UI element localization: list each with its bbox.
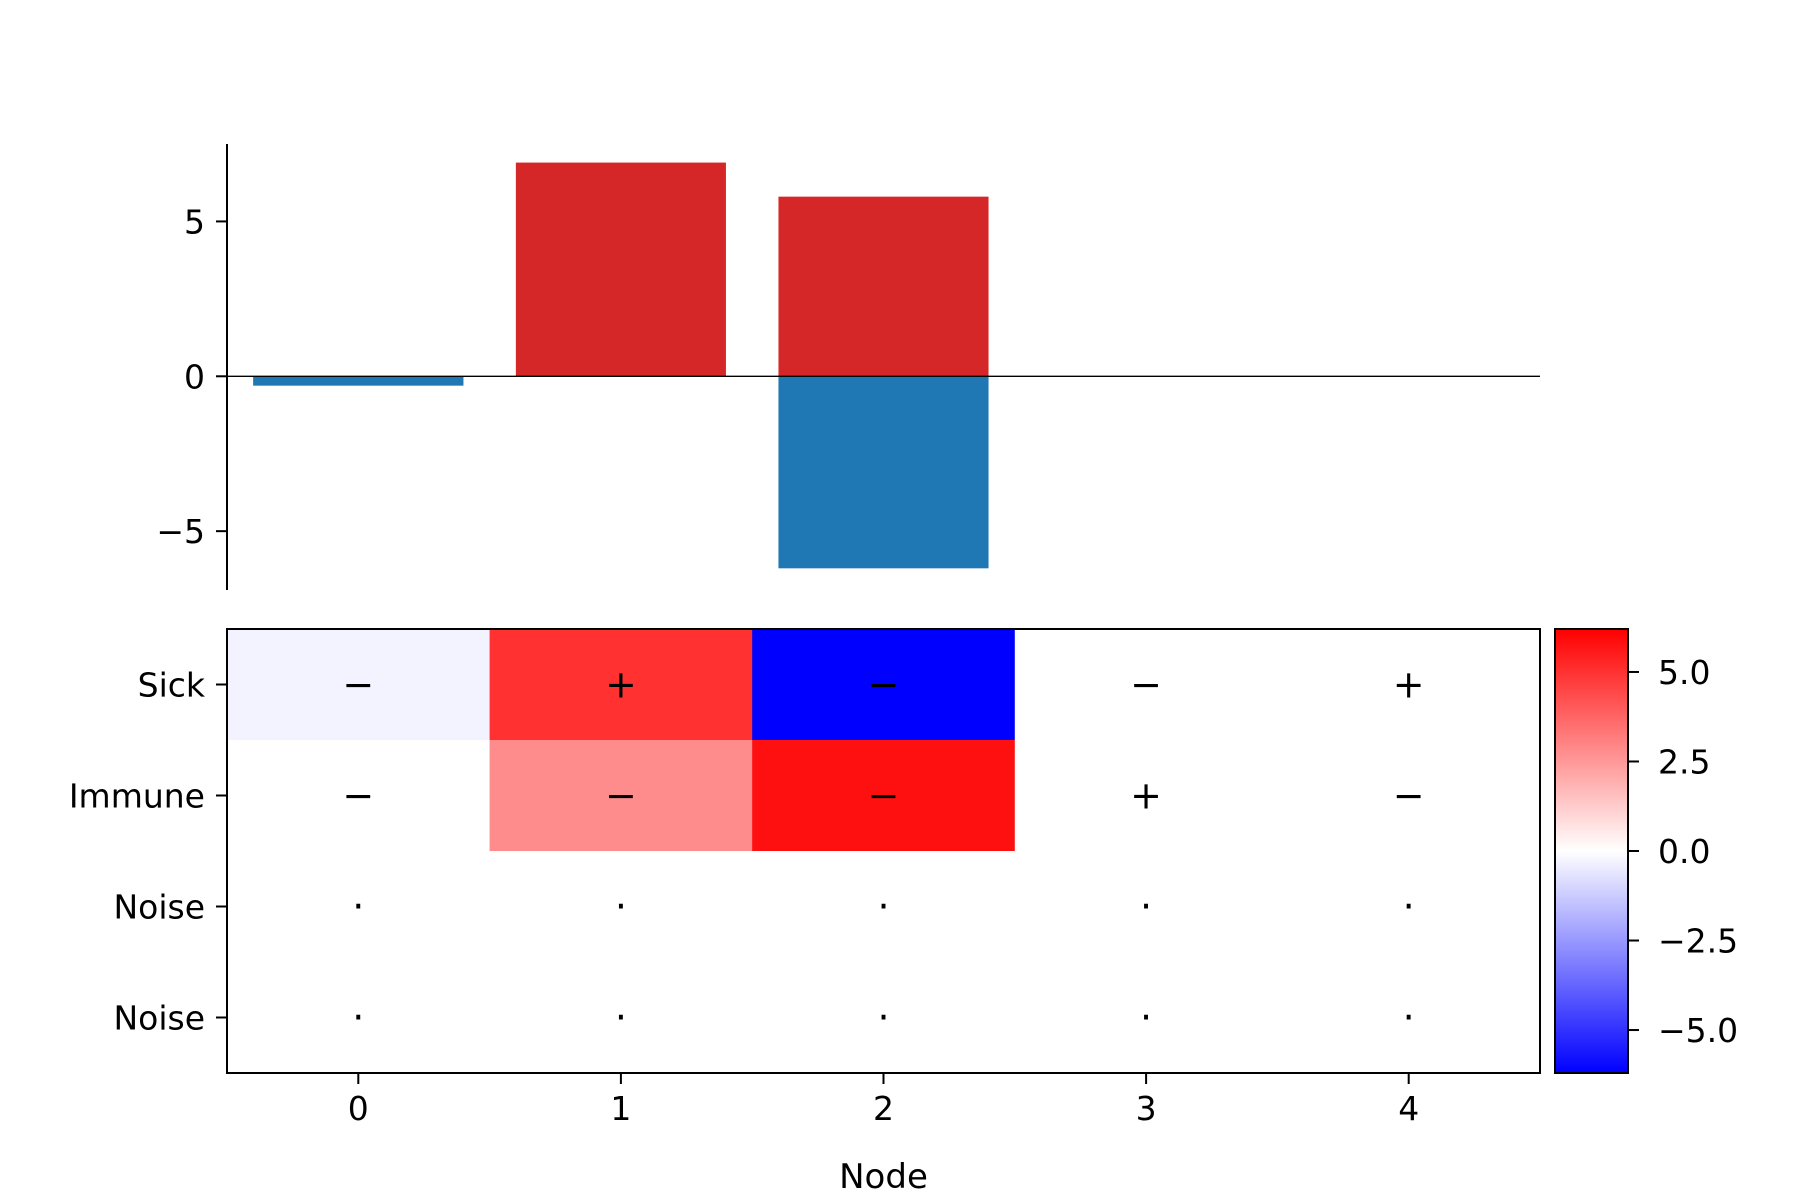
heatmap-sign-label: · (1403, 996, 1415, 1040)
bar-1-2 (778, 376, 989, 569)
heatmap-cell (1277, 851, 1541, 963)
heatmap-cell (227, 629, 491, 741)
heatmap-sign-label: + (605, 663, 637, 707)
heatmap-cell (1277, 740, 1541, 852)
heatmap-cell (1277, 962, 1541, 1074)
heatmap-cell (752, 629, 1016, 741)
bar-y-ticks: 5 0 −5 (156, 202, 227, 551)
heatmap-cell (227, 740, 491, 852)
heatmap-sign-label: · (877, 996, 889, 1040)
heatmap-sign-label: · (352, 885, 364, 929)
bar-0-1 (515, 162, 726, 377)
heatmap-cell (489, 740, 753, 852)
colorbar-tick-label: −5.0 (1658, 1011, 1738, 1050)
bar-0-2 (778, 196, 989, 377)
heatmap-column-label: 2 (873, 1089, 894, 1128)
heatmap-sign-label: − (342, 774, 374, 818)
heatmap-sign-label: − (868, 663, 900, 707)
heatmap-row-labels: Sick Immune Noise Noise (69, 666, 227, 1038)
heatmap-column-labels: 0 1 2 3 4 (348, 1073, 1419, 1128)
heatmap-column-label: 3 (1136, 1089, 1157, 1128)
heatmap-cell (1014, 740, 1278, 852)
heatmap-cell (1014, 962, 1278, 1074)
colorbar-tick-label: 2.5 (1658, 742, 1710, 781)
heatmap-cell (227, 962, 491, 1074)
heatmap-sign-label: · (615, 996, 627, 1040)
colorbar-tick-label: −2.5 (1658, 922, 1738, 961)
heatmap-cell (489, 851, 753, 963)
heatmap-sign-label: − (605, 774, 637, 818)
heatmap: − + − − + − − − + − · · · · · · · · · · Sick Immune Noise Nois… (69, 628, 1541, 1197)
bar-y-tick-label: 0 (184, 357, 205, 396)
heatmap-sign-label: · (615, 885, 627, 929)
bar-1-0 (253, 376, 464, 386)
colorbar-tick-label: 0.0 (1658, 832, 1710, 871)
heatmap-sign-label: + (1130, 774, 1162, 818)
heatmap-cell (752, 851, 1016, 963)
heatmap-cell (227, 851, 491, 963)
heatmap-sign-label: + (1393, 663, 1425, 707)
colorbar: 5.0 2.5 0.0 −2.5 −5.0 (1554, 628, 1738, 1074)
bar-y-tick-label: 5 (184, 202, 205, 241)
heatmap-row-label: Noise (113, 888, 205, 927)
heatmap-cell (752, 962, 1016, 1074)
heatmap-cells (227, 629, 1541, 1074)
heatmap-cell (1014, 851, 1278, 963)
heatmap-cell (1014, 629, 1278, 741)
colorbar-ticks: 5.0 2.5 0.0 −2.5 −5.0 (1628, 653, 1738, 1050)
heatmap-sign-label: · (352, 996, 364, 1040)
heatmap-sign-label: · (1140, 996, 1152, 1040)
heatmap-sign-label: · (1403, 885, 1415, 929)
heatmap-cell (752, 740, 1016, 852)
heatmap-row-label: Sick (138, 666, 206, 705)
bar-chart: 5 0 −5 (156, 144, 1540, 590)
bar-group (253, 162, 989, 569)
heatmap-cell (489, 962, 753, 1074)
heatmap-row-label: Noise (113, 999, 205, 1038)
heatmap-sign-label: − (342, 663, 374, 707)
heatmap-cell (489, 629, 753, 741)
x-axis-title: Node (839, 1157, 928, 1197)
bar-y-tick-label: −5 (156, 512, 205, 551)
heatmap-column-label: 4 (1398, 1089, 1419, 1128)
heatmap-sign-label: · (1140, 885, 1152, 929)
heatmap-column-label: 0 (348, 1089, 369, 1128)
heatmap-signs: − + − − + − − − + − · · · · · · · · · · (342, 663, 1424, 1040)
heatmap-cell (1277, 629, 1541, 741)
heatmap-sign-label: − (1130, 663, 1162, 707)
colorbar-gradient (1554, 628, 1629, 1074)
colorbar-tick-label: 5.0 (1658, 653, 1710, 692)
heatmap-sign-label: − (868, 774, 900, 818)
heatmap-column-label: 1 (610, 1089, 631, 1128)
heatmap-sign-label: · (877, 885, 889, 929)
heatmap-sign-label: − (1393, 774, 1425, 818)
heatmap-row-label: Immune (69, 777, 205, 816)
